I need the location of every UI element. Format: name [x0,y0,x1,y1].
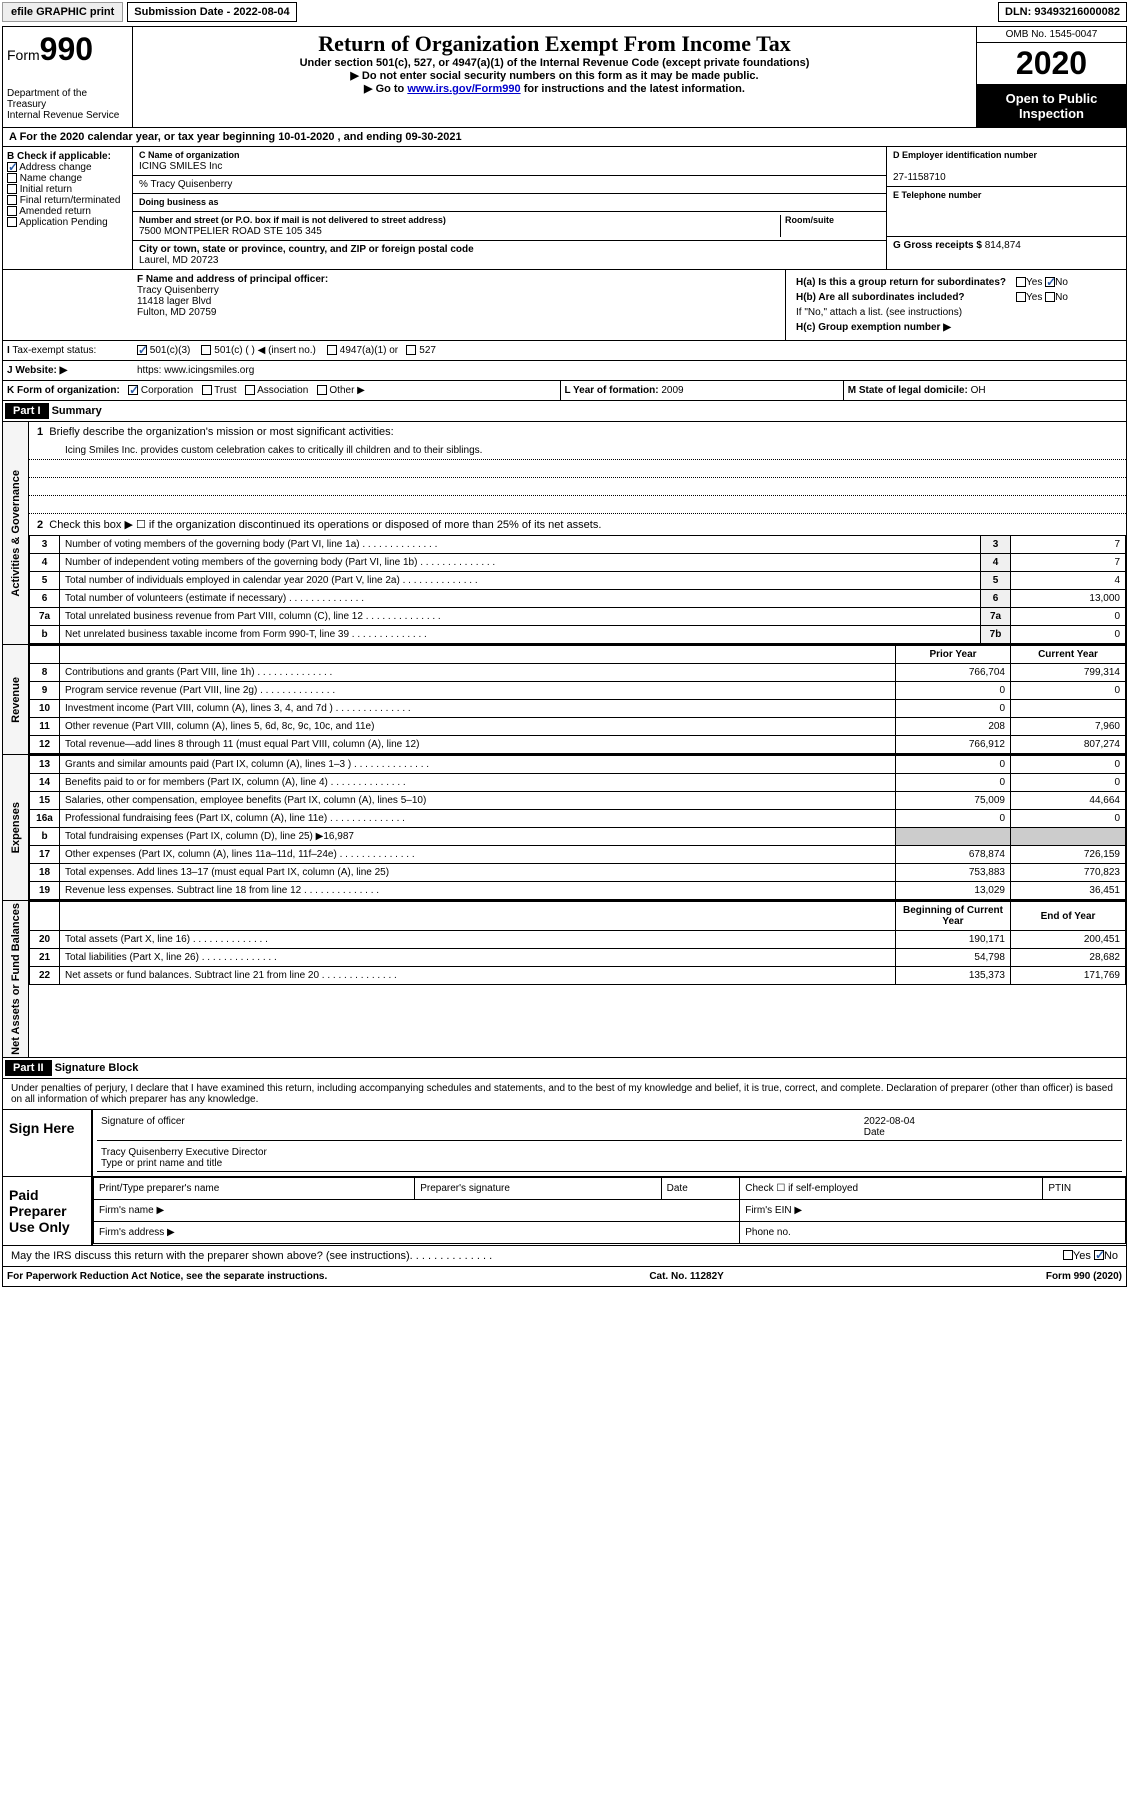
city-address: Laurel, MD 20723 [139,255,219,266]
val-line3: 7 [1011,536,1126,554]
form-subtitle-3: ▶ Go to www.irs.gov/Form990 for instruct… [137,82,972,95]
care-of: % Tracy Quisenberry [133,176,886,194]
section-b-checkboxes: B Check if applicable: Address change Na… [3,147,133,269]
perjury-declaration: Under penalties of perjury, I declare th… [3,1079,1126,1109]
footer-left: For Paperwork Reduction Act Notice, see … [7,1271,327,1282]
officer-signature-name: Tracy Quisenberry Executive Director [101,1147,267,1158]
checkbox-amended[interactable] [7,206,17,216]
mission-text: Icing Smiles Inc. provides custom celebr… [29,442,1126,460]
state-domicile: OH [971,385,986,396]
paid-preparer-label: Paid Preparer Use Only [3,1177,93,1245]
checkbox-corporation[interactable] [128,385,138,395]
street-address: 7500 MONTPELIER ROAD STE 105 345 [139,226,322,237]
sign-here-label: Sign Here [3,1110,93,1176]
website: https: www.icingsmiles.org [133,361,1126,380]
efile-button[interactable]: efile GRAPHIC print [2,2,123,22]
checkbox-initial-return[interactable] [7,184,17,194]
signature-date: 2022-08-04 [864,1116,915,1127]
tax-year: 2020 [977,43,1126,85]
dln: DLN: 93493216000082 [998,2,1127,22]
checkbox-name-change[interactable] [7,173,17,183]
row-a-tax-year: A For the 2020 calendar year, or tax yea… [3,128,1126,147]
submission-date: Submission Date - 2022-08-04 [127,2,296,22]
year-formation: 2009 [661,385,683,396]
officer-name: Tracy Quisenberry [137,285,219,296]
omb-number: OMB No. 1545-0047 [977,27,1126,43]
section-expenses-label: Expenses [8,800,24,855]
section-activities-label: Activities & Governance [8,468,24,599]
checkbox-501c3[interactable] [137,345,147,355]
ein: 27-1158710 [893,172,946,183]
form-subtitle-1: Under section 501(c), 527, or 4947(a)(1)… [137,57,972,69]
part1-header: Part I [5,403,49,419]
footer-right: Form 990 (2020) [1046,1271,1122,1282]
org-name: ICING SMILES Inc [139,161,222,172]
part2-header: Part II [5,1060,52,1076]
checkbox-group-return-no[interactable] [1045,277,1055,287]
checkbox-discuss-no[interactable] [1094,1250,1104,1260]
section-revenue-label: Revenue [8,675,24,725]
form-subtitle-2: ▶ Do not enter social security numbers o… [137,69,972,82]
form-container: Form990 Department of the Treasury Inter… [2,26,1127,1287]
top-toolbar: efile GRAPHIC print Submission Date - 20… [0,0,1129,24]
form-id-box: Form990 Department of the Treasury Inter… [3,27,133,127]
irs-link[interactable]: www.irs.gov/Form990 [407,83,520,95]
gross-receipts: 814,874 [985,240,1021,251]
form-title: Return of Organization Exempt From Incom… [137,31,972,57]
public-inspection: Open to Public Inspection [977,85,1126,127]
checkbox-address-change[interactable] [7,162,17,172]
checkbox-final-return[interactable] [7,195,17,205]
checkbox-application-pending[interactable] [7,217,17,227]
section-netassets-label: Net Assets or Fund Balances [8,901,24,1057]
footer-catno: Cat. No. 11282Y [649,1271,723,1282]
